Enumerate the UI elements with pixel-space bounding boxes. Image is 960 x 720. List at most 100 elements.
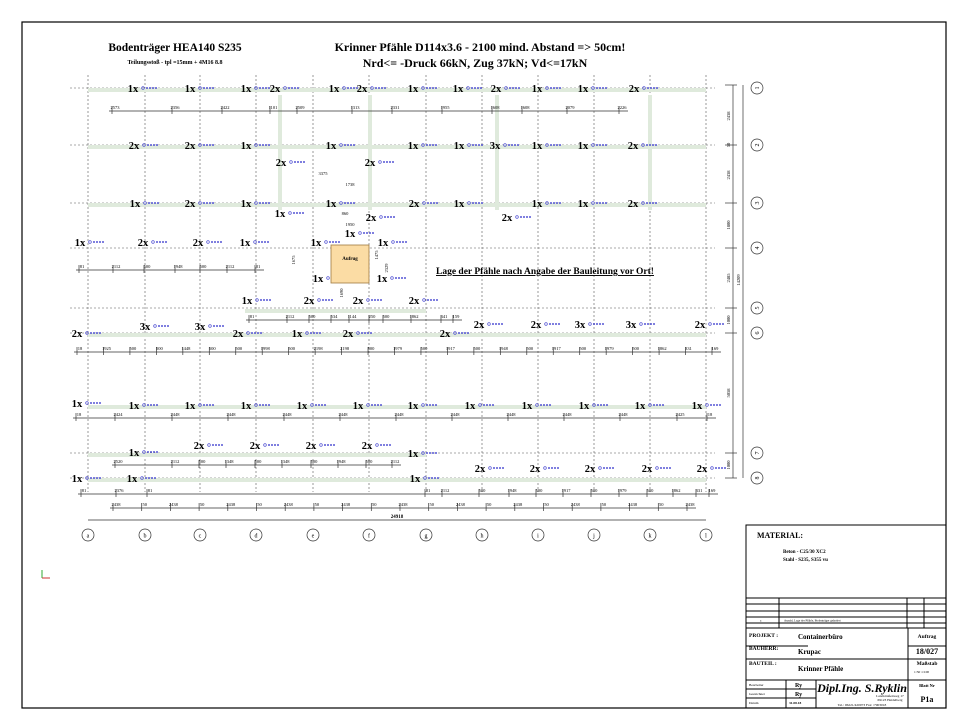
pile-icon [310, 403, 314, 407]
dimension-value: 1608 [521, 105, 531, 110]
pile-icon [143, 201, 147, 205]
dimension-value: 1998 [261, 346, 271, 351]
pile-loads: Nrd<= -Druck 66kN, Zug 37kN; Vd<=17kN [363, 56, 588, 70]
dimension-value: 1862 [658, 346, 667, 351]
site-note: Lage der Pfähle nach Angabe der Bauleitu… [436, 267, 654, 277]
opening-box-label: Aufrug [342, 257, 358, 262]
dimension-value: 1144 [348, 314, 358, 319]
dimension-value: 2422 [221, 105, 230, 110]
box-dimension-value: 1690 [339, 288, 344, 298]
dimension-value: 1955 [441, 105, 451, 110]
pile-icon [366, 298, 370, 302]
pile-count-label: 1x [532, 141, 543, 152]
pile-icon [515, 215, 519, 219]
pile-icon [591, 201, 595, 205]
pile-count-label: 1x [522, 401, 533, 412]
dimension-value: 81 [82, 488, 87, 493]
pile-count-label: 2x [628, 199, 639, 210]
total-height-value: 14209 [736, 274, 741, 286]
blatt-label: Blatt Nr [919, 683, 935, 688]
pile-icon [421, 143, 425, 147]
pile-icon [198, 201, 202, 205]
pile-icon [648, 403, 652, 407]
pile-count-label: 2x [250, 441, 261, 452]
pile-count-label: 1x [241, 401, 252, 412]
pile-icon [85, 401, 89, 405]
dimension-value: 1608 [491, 105, 501, 110]
pile-icon [642, 86, 646, 90]
pile-count-label: 1x [241, 199, 252, 210]
pile-count-label: 3x [575, 320, 586, 331]
pile-icon [342, 86, 346, 90]
massstab-label: Maßstab [917, 661, 938, 667]
dimension-value: 500 [526, 346, 534, 351]
dimension-value: 1917 [562, 488, 572, 493]
pile-count-label: 1x [692, 401, 703, 412]
dimension-value: 2112 [286, 314, 295, 319]
gezeichnet-value: Ry [795, 692, 802, 698]
pile-icon [255, 298, 259, 302]
dimension-value: 2376 [115, 488, 125, 493]
dimension-value: 331 [696, 488, 703, 493]
pile-icon [421, 451, 425, 455]
dimension-value: 1313 [351, 105, 361, 110]
pile-icon [324, 240, 328, 244]
grid-row-label: 2 [755, 144, 761, 147]
pile-count-label: 3x [195, 322, 206, 333]
right-dimension-value: 5058 [726, 388, 731, 398]
grid-row-bubble [750, 81, 764, 95]
dimension-value: 1948 [499, 346, 509, 351]
dimension-value: 500 [309, 314, 317, 319]
pile-count-label: 1x [578, 199, 589, 210]
dimension-value: 81 [80, 264, 85, 269]
pile-count-label: 1x [578, 141, 589, 152]
pile-icon [641, 201, 645, 205]
pile-count-label: 1x [72, 399, 83, 410]
pile-count-label: 1x [129, 401, 140, 412]
grid-column-bubble [249, 528, 263, 542]
pile-count-label: 1x [408, 141, 419, 152]
pile-count-label: 1x [579, 401, 590, 412]
dimension-value: 2448 [227, 412, 237, 417]
grid-row-bubble [750, 326, 764, 340]
dimension-value: 534 [331, 314, 339, 319]
pile-count-label: 3x [140, 322, 151, 333]
grid-row-label: 7 [755, 452, 761, 455]
dimension-value: 2448 [395, 412, 405, 417]
pile-count-label: 1x [297, 401, 308, 412]
dimension-value: 2448 [451, 412, 461, 417]
pile-icon [591, 143, 595, 147]
dimension-value: 50 [544, 502, 549, 507]
dimension-value: 2448 [283, 412, 293, 417]
dimension-value: 2112 [391, 459, 400, 464]
pile-icon [151, 240, 155, 244]
pile-count-label: 2x [475, 464, 486, 475]
pile-icon [153, 324, 157, 328]
box-dimension-value: 3375 [319, 171, 329, 176]
grid-column-label: b [144, 534, 147, 540]
pile-icon [326, 276, 330, 280]
material-heading: MATERIAL: [757, 531, 803, 540]
dimension-value: 50 [315, 502, 320, 507]
dimension-value: 50 [602, 502, 607, 507]
pile-count-label: 1x [128, 84, 139, 95]
dimension-value: 18 [77, 412, 82, 417]
grid-row-label: 3 [755, 202, 761, 205]
dimension-value: 2520 [114, 459, 124, 464]
pile-icon [422, 201, 426, 205]
dimension-value: 50 [429, 502, 434, 507]
dimension-value: 1348 [281, 459, 291, 464]
pile-count-label: 2x [343, 329, 354, 340]
pile-icon [544, 322, 548, 326]
pile-icon [140, 476, 144, 480]
pile-icon [283, 86, 287, 90]
grid-row-label: 4 [755, 247, 761, 250]
dimension-value: 2198 [340, 346, 350, 351]
dimension-value: 81 [426, 488, 431, 493]
dimension-value: 1862 [672, 488, 681, 493]
dimension-value: 500 [199, 459, 207, 464]
dimension-lines: 2573 2356 2422 1101 2509 1313 2331 1955 1608 1608… [73, 84, 744, 521]
pile-count-label: 2x [366, 213, 377, 224]
dimension-value: 500 [156, 346, 164, 351]
pile-icon [390, 276, 394, 280]
